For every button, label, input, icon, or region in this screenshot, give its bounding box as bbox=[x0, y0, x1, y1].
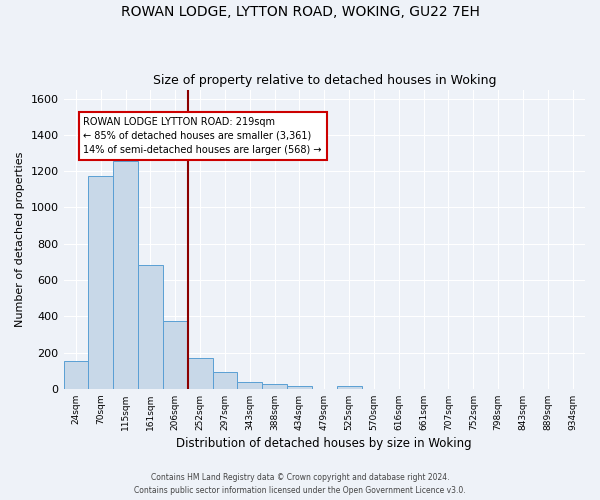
Y-axis label: Number of detached properties: Number of detached properties bbox=[15, 152, 25, 327]
Text: Contains HM Land Registry data © Crown copyright and database right 2024.
Contai: Contains HM Land Registry data © Crown c… bbox=[134, 473, 466, 495]
Bar bbox=[163, 321, 188, 389]
Bar bbox=[88, 176, 113, 389]
Bar bbox=[287, 386, 312, 389]
Title: Size of property relative to detached houses in Woking: Size of property relative to detached ho… bbox=[152, 74, 496, 87]
Bar bbox=[212, 372, 238, 389]
Text: ROWAN LODGE, LYTTON ROAD, WOKING, GU22 7EH: ROWAN LODGE, LYTTON ROAD, WOKING, GU22 7… bbox=[121, 5, 479, 19]
Bar bbox=[262, 384, 287, 389]
X-axis label: Distribution of detached houses by size in Woking: Distribution of detached houses by size … bbox=[176, 437, 472, 450]
Bar bbox=[113, 161, 138, 389]
Bar bbox=[64, 360, 88, 389]
Bar bbox=[138, 266, 163, 389]
Text: ROWAN LODGE LYTTON ROAD: 219sqm
← 85% of detached houses are smaller (3,361)
14%: ROWAN LODGE LYTTON ROAD: 219sqm ← 85% of… bbox=[83, 117, 322, 155]
Bar bbox=[188, 358, 212, 389]
Bar bbox=[238, 382, 262, 389]
Bar bbox=[337, 386, 362, 389]
